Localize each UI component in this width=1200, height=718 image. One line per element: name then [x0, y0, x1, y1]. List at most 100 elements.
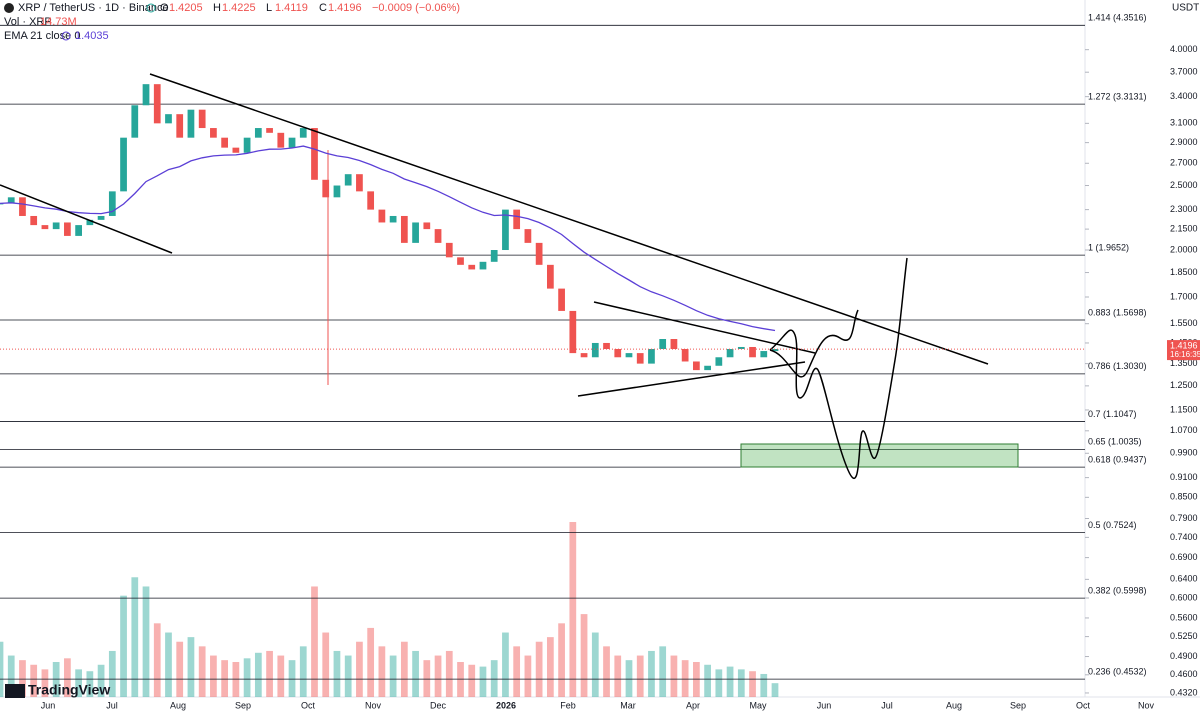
volume-bar	[681, 660, 689, 697]
x-tick-label: Jul	[106, 700, 118, 710]
y-tick-label: 4.0000	[1170, 44, 1198, 54]
y-tick-label: 2.1500	[1170, 223, 1198, 233]
candle	[513, 209, 521, 230]
candle	[457, 257, 464, 265]
y-tick-label: 0.7400	[1170, 532, 1198, 542]
candle	[445, 242, 453, 258]
ema-label: EMA 21 close 0	[4, 30, 80, 42]
y-tick-label: 3.7000	[1170, 67, 1198, 77]
x-tick-label: Aug	[170, 700, 186, 710]
volume-bar	[704, 664, 711, 697]
symbol-icon	[4, 3, 14, 13]
candle	[232, 147, 240, 153]
volume-bar	[502, 632, 509, 697]
candle	[142, 84, 150, 106]
y-tick-label: 2.7000	[1170, 158, 1198, 168]
y-tick-label: 2.9000	[1170, 137, 1198, 147]
volume-bar	[400, 641, 408, 697]
volume-bar	[0, 641, 4, 697]
candle	[266, 128, 273, 133]
x-tick-label: Aug	[946, 700, 962, 710]
volume-bar	[445, 650, 453, 697]
y-tick-label: 3.1000	[1170, 118, 1198, 128]
volume-bar	[389, 655, 397, 697]
candle	[490, 250, 498, 262]
volume-bar	[524, 655, 532, 697]
volume-bar	[311, 586, 318, 697]
y-tick-label: 0.5600	[1170, 612, 1198, 622]
candle	[636, 353, 644, 364]
y-tick-label: 0.7900	[1170, 513, 1198, 523]
volume-bar	[142, 586, 150, 697]
x-tick-label: Feb	[560, 700, 576, 710]
x-tick-label: Nov	[365, 700, 382, 710]
volume-bar	[636, 655, 644, 697]
volume-bar	[490, 660, 498, 697]
fib-label: 0.618 (0.9437)	[1088, 454, 1147, 464]
ohlc-value: 1.4225	[222, 2, 256, 14]
logo: TradingView	[28, 682, 110, 698]
candle	[86, 219, 94, 226]
candle	[19, 197, 26, 216]
ohlc-value: 1.4119	[275, 2, 308, 14]
candle	[153, 84, 161, 124]
volume-bar	[108, 650, 116, 697]
y-tick-label: 1.3500	[1170, 358, 1198, 368]
volume-bar	[344, 655, 352, 697]
y-tick-label: 0.9900	[1170, 448, 1198, 458]
volume-bar	[580, 614, 588, 697]
volume-bar	[648, 650, 655, 697]
projection	[769, 309, 859, 378]
volume-bar	[603, 646, 610, 697]
volume-bar	[7, 655, 15, 697]
y-tick-label: 2.3000	[1170, 204, 1198, 214]
volume-bar	[659, 646, 667, 697]
ema-line	[0, 145, 776, 332]
candle	[311, 128, 318, 180]
candle	[198, 109, 206, 129]
x-tick-label: Nov	[1138, 700, 1155, 710]
volume-bar	[288, 660, 296, 697]
volume-bar	[210, 655, 217, 697]
volume-bar	[625, 660, 633, 697]
candle	[288, 137, 296, 148]
volume-bar	[120, 595, 127, 697]
volume-bar	[322, 632, 330, 697]
candle	[75, 225, 82, 236]
candle	[749, 346, 756, 358]
y-tick-label: 0.5250	[1170, 631, 1198, 641]
volume-bar	[558, 623, 565, 697]
candle	[299, 128, 307, 138]
volume-bar	[771, 683, 779, 697]
y-tick-label: 3.4000	[1170, 91, 1198, 101]
candle	[221, 137, 229, 148]
candle	[659, 339, 667, 350]
volume-value: 14.73M	[40, 16, 77, 28]
candle	[681, 349, 689, 362]
y-tick-label: 2.0000	[1170, 244, 1198, 254]
y-tick-label: 0.4600	[1170, 669, 1198, 679]
candle	[546, 264, 554, 289]
candle	[558, 288, 565, 311]
trend-line	[593, 301, 816, 354]
trend-line	[149, 73, 989, 365]
candle	[333, 185, 341, 198]
ema-icon	[61, 31, 71, 41]
volume-bar	[535, 641, 543, 697]
candle	[7, 197, 15, 204]
candle	[423, 222, 431, 230]
volume-bar	[266, 650, 273, 697]
candle	[367, 191, 375, 210]
volume-bar	[569, 522, 577, 697]
volume-bar	[19, 660, 26, 697]
candle	[479, 261, 487, 270]
x-tick-label: Jun	[41, 700, 56, 710]
candle	[400, 215, 408, 243]
symbol: XRP / TetherUS · 1D · Binance	[18, 2, 169, 14]
volume-bar	[749, 671, 756, 697]
candle	[603, 342, 610, 350]
volume-bar	[165, 632, 172, 697]
volume-bar	[378, 646, 386, 697]
x-tick-label: 2026	[496, 700, 516, 710]
